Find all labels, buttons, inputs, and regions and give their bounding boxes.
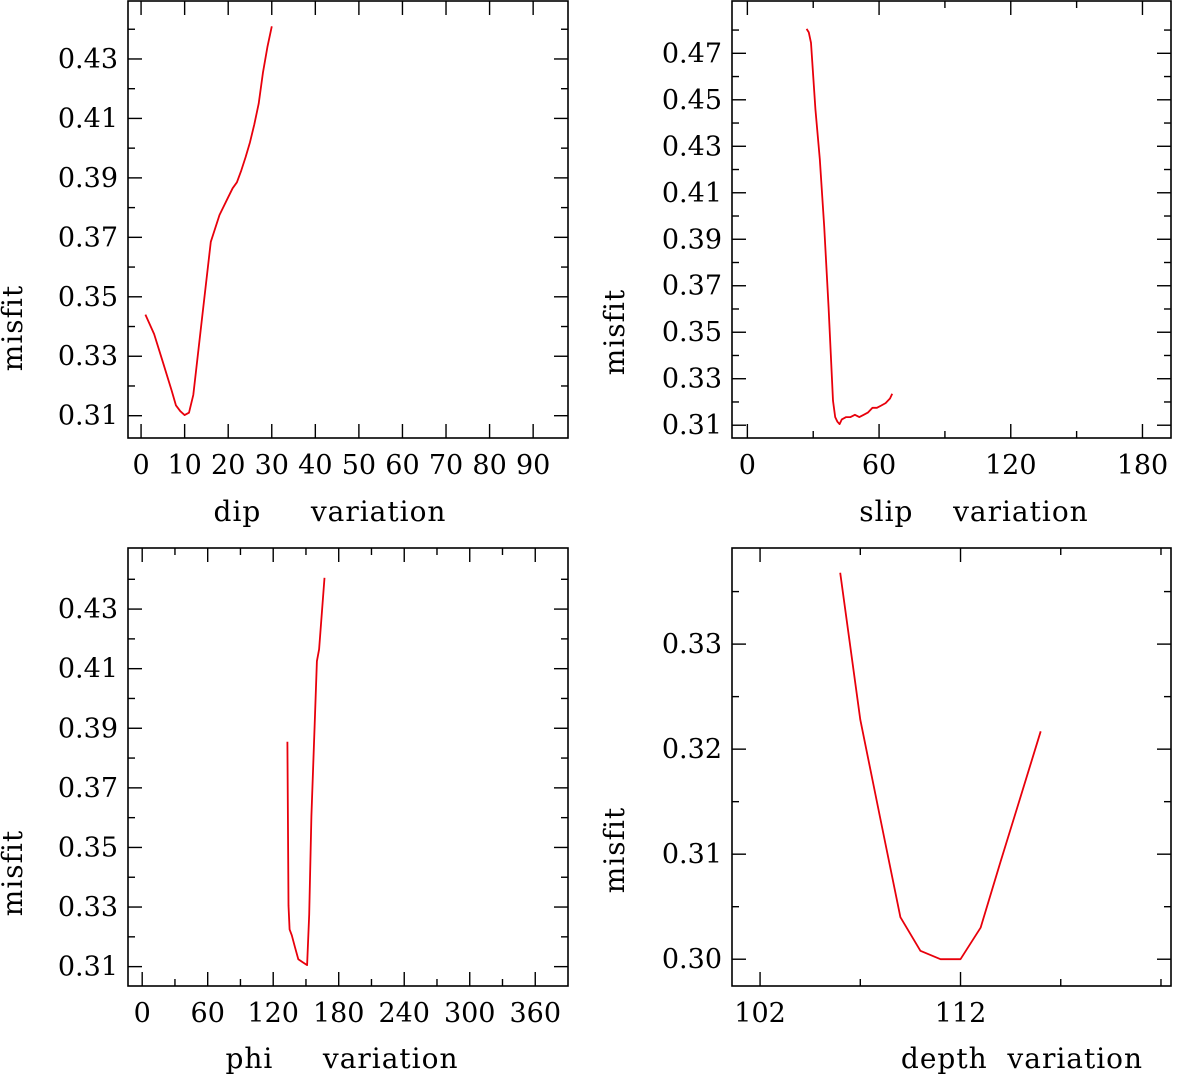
y-tick-labels: 0.31 0.33 0.35 0.37 0.39 0.41 0.43 0.45 0.47 <box>662 38 722 441</box>
x-tick-label: 20 <box>211 450 245 481</box>
y-tick-label: 0.43 <box>662 131 722 162</box>
panel-phi: 0 60 120 180 240 300 360 0.310.330.350.370.390… <box>0 547 569 1075</box>
x-tick-label: 50 <box>342 450 376 481</box>
x-tick-label: 60 <box>862 450 896 481</box>
x-tick-label: 180 <box>313 998 365 1029</box>
y-tick-label: 0.31 <box>662 839 722 870</box>
y-tick-label: 0.33 <box>58 892 118 923</box>
tick-group <box>732 1 1171 438</box>
x-axis-label: dip variation <box>214 495 447 528</box>
plot-frame <box>127 547 569 987</box>
misfit-line <box>144 26 273 416</box>
y-tick-labels: 0.31 0.33 0.35 0.37 0.39 0.41 0.43 <box>58 44 118 432</box>
y-tick-label: 0.41 <box>662 178 722 209</box>
x-tick-label: 112 <box>935 998 987 1029</box>
y-tick-labels: 0.30 0.31 0.32 0.33 <box>662 629 722 975</box>
y-tick-label: 0.41 <box>58 103 118 134</box>
x-tick-label: 240 <box>378 998 430 1029</box>
y-tick-labels: 0.31 0.33 0.35 0.37 0.39 0.41 0.43 <box>58 594 118 983</box>
y-tick-label: 0.32 <box>662 734 722 765</box>
misfit-line <box>286 577 326 966</box>
x-tick-label: 0 <box>134 998 151 1029</box>
x-tick-label: 40 <box>298 450 332 481</box>
x-tick-label: 120 <box>985 450 1037 481</box>
panel-slip: 0 60 120 180 0.310.330.350.370.390.410.430.… <box>598 0 1172 528</box>
y-tick-label: 0.33 <box>662 364 722 395</box>
tick-group <box>732 548 1171 986</box>
x-tick-label: 60 <box>385 450 419 481</box>
x-tick-label: 360 <box>509 998 561 1029</box>
tick-group <box>128 548 568 986</box>
y-tick-label: 0.35 <box>662 317 722 348</box>
x-axis-label: phi variation <box>225 1042 458 1075</box>
misfit-line <box>839 572 1042 961</box>
x-tick-label: 90 <box>516 450 550 481</box>
x-tick-labels: 0 60 120 180 240 300 360 <box>134 998 561 1029</box>
y-tick-label: 0.35 <box>58 282 118 313</box>
panel-dip: 0 10 20 30 40 50 60 70 80 90 0.31 0.33 0.35 0.37 0.39… <box>0 0 569 528</box>
x-tick-label: 80 <box>472 450 506 481</box>
x-tick-labels: 0 60 120 180 <box>739 450 1168 481</box>
x-axis-label: slip variation <box>859 495 1088 528</box>
y-axis-label: misfit <box>0 830 29 916</box>
y-tick-label: 0.47 <box>662 38 722 69</box>
y-tick-label: 0.31 <box>58 952 118 983</box>
y-tick-label: 0.37 <box>58 222 118 253</box>
y-axis-label: misfit <box>598 289 631 375</box>
y-tick-label: 0.30 <box>662 944 722 975</box>
x-tick-label: 0 <box>132 450 149 481</box>
y-tick-label: 0.37 <box>662 271 722 302</box>
y-axis-label: misfit <box>0 285 29 371</box>
y-tick-label: 0.43 <box>58 594 118 625</box>
y-tick-label: 0.37 <box>58 773 118 804</box>
x-tick-label: 0 <box>739 450 756 481</box>
y-tick-label: 0.43 <box>58 44 118 75</box>
plot-frame <box>731 547 1172 987</box>
x-tick-labels: 102 112 <box>734 998 986 1029</box>
y-tick-label: 0.33 <box>662 629 722 660</box>
x-tick-label: 10 <box>167 450 201 481</box>
y-axis-label: misfit <box>598 807 631 893</box>
x-tick-label: 60 <box>191 998 225 1029</box>
tick-group <box>128 1 568 438</box>
y-tick-label: 0.41 <box>58 654 118 685</box>
y-tick-label: 0.31 <box>58 401 118 432</box>
y-tick-label: 0.35 <box>58 832 118 863</box>
x-tick-label: 180 <box>1117 450 1169 481</box>
y-tick-label: 0.39 <box>662 224 722 255</box>
misfit-line <box>805 28 894 425</box>
x-tick-label: 30 <box>255 450 289 481</box>
x-axis-label: depth variation <box>901 1042 1143 1075</box>
plot-frame <box>127 0 569 439</box>
x-tick-label: 120 <box>247 998 299 1029</box>
y-tick-label: 0.31 <box>662 410 722 441</box>
y-tick-label: 0.39 <box>58 163 118 194</box>
y-tick-label: 0.39 <box>58 713 118 744</box>
plot-frame <box>731 0 1172 439</box>
x-tick-label: 102 <box>734 998 786 1029</box>
y-tick-label: 0.45 <box>662 85 722 116</box>
x-tick-label: 300 <box>444 998 496 1029</box>
y-tick-label: 0.33 <box>58 341 118 372</box>
x-tick-label: 70 <box>429 450 463 481</box>
panel-depth: 102 112 0.300.310.320.33 depth variation … <box>598 547 1172 1075</box>
x-tick-labels: 0 10 20 30 40 50 60 70 80 90 <box>132 450 550 481</box>
